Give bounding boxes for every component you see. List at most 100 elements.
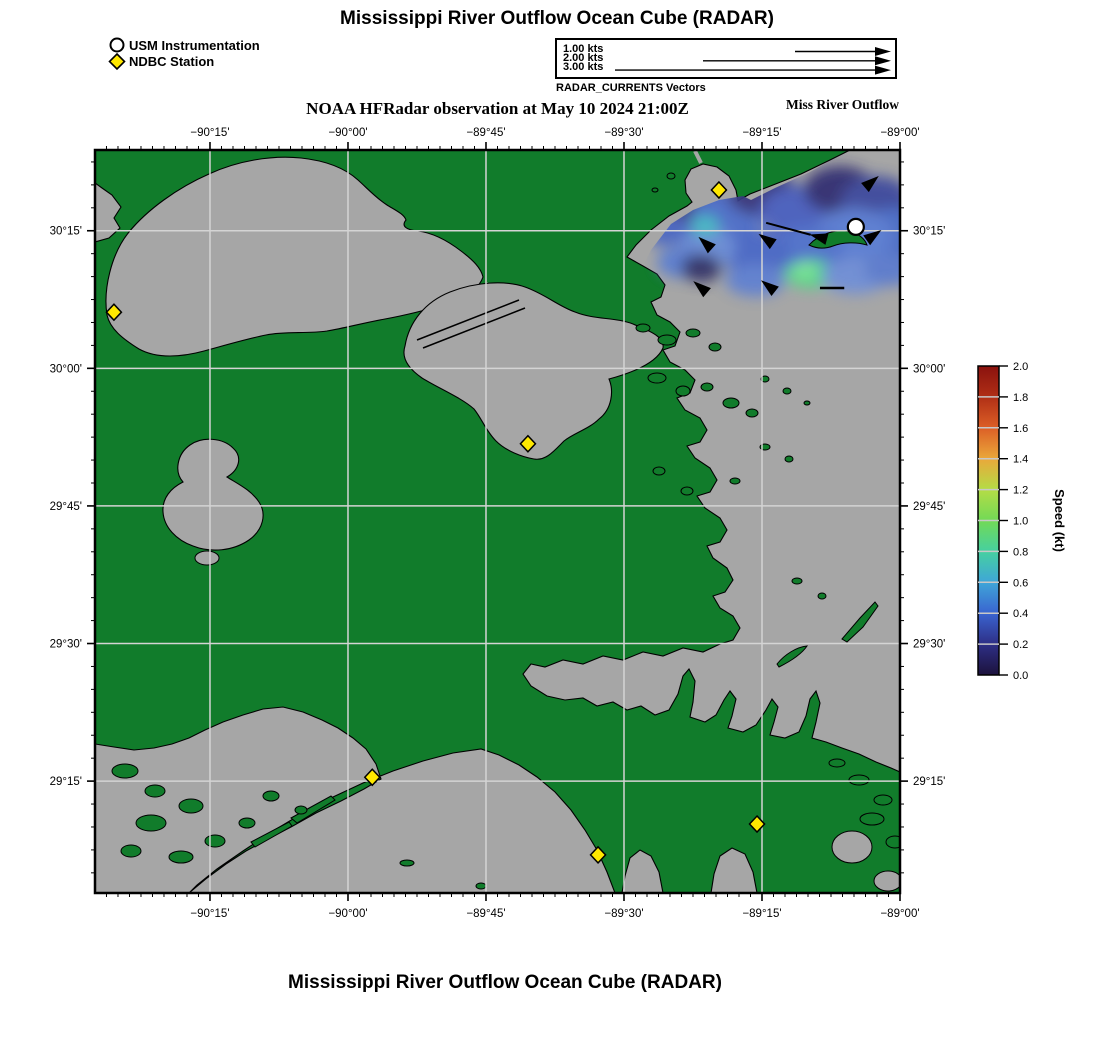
colorbar-label: Speed (kt) <box>1052 489 1067 552</box>
current-vector-arrow <box>693 281 711 298</box>
colorbar-tick-label: 0.6 <box>1013 577 1028 589</box>
axis-labels: −90°15' −90°15' −90°00' −90°00' −89°45' −89°4… <box>50 127 946 920</box>
x-axis-label-bottom: −90°15' <box>190 908 229 920</box>
marsh-island <box>791 577 803 585</box>
vector-scale-box: 1.00 kts 2.00 kts 3.00 kts <box>555 38 897 79</box>
marsh-island <box>399 859 415 867</box>
marsh-island <box>745 408 759 418</box>
colorbar-tick-label: 1.4 <box>1013 454 1028 466</box>
x-axis-label-bottom: −89°15' <box>742 908 781 920</box>
marsh-island <box>729 477 741 485</box>
vector-tail <box>765 221 811 236</box>
vector-arrowhead-icon <box>693 281 711 298</box>
vector-arrowhead-icon <box>863 229 882 246</box>
delta-bay <box>873 870 900 892</box>
delta-bay <box>831 830 873 864</box>
marsh-island <box>885 835 900 849</box>
x-axis-label-top: −90°00' <box>328 127 367 139</box>
marsh-island <box>675 385 691 397</box>
current-vector-arrow <box>760 280 779 297</box>
marsh-island <box>848 774 870 786</box>
marsh-island <box>685 328 701 338</box>
marsh-island <box>782 387 792 395</box>
y-axis-label-left: 29°30' <box>50 639 82 651</box>
barrier-island <box>841 601 879 643</box>
colorbar-tick-label: 0.4 <box>1013 608 1028 620</box>
x-axis-label-top: −89°00' <box>880 127 919 139</box>
marsh-island <box>135 814 167 832</box>
marsh-strip <box>250 821 293 848</box>
usm-circle-icon <box>109 37 125 53</box>
vector-arrowhead-icon <box>861 175 879 193</box>
bridge-line <box>416 299 520 341</box>
ndbc-station-marker <box>519 434 537 453</box>
marsh-island <box>647 372 667 384</box>
marsh-island <box>873 794 893 806</box>
marsh-island <box>651 187 659 193</box>
marsh-island <box>817 592 827 600</box>
marsh-island <box>475 882 487 890</box>
vector-scale-caption: RADAR_CURRENTS Vectors <box>556 82 706 94</box>
radar-blob <box>681 254 722 283</box>
vector-arrowhead-icon <box>760 280 779 297</box>
bridge-line <box>422 307 526 349</box>
colorbar-tick-label: 1.8 <box>1013 392 1028 404</box>
marsh-island <box>144 784 166 798</box>
axis-ticks <box>87 142 908 901</box>
scale-arrowhead-icon <box>875 47 891 56</box>
marsh-island <box>784 455 794 463</box>
marsh-island <box>803 400 811 406</box>
x-axis-label-bottom: −90°00' <box>328 908 367 920</box>
scale-arrows <box>615 47 891 75</box>
y-axis-label-left: 29°15' <box>50 776 82 788</box>
current-vector-arrow <box>863 229 882 246</box>
colorbar-tick-label: 2.0 <box>1013 361 1028 373</box>
marsh-island <box>828 758 846 768</box>
ndbc-diamond-icon <box>108 52 126 71</box>
marsh-island <box>708 342 722 352</box>
colorbar: 0.0 0.2 0.4 0.6 0.8 1.0 1.2 1.4 1.6 1.8 2.0 Speed … <box>977 361 1067 682</box>
marsh-island <box>120 844 142 858</box>
marsh-island <box>652 466 666 476</box>
current-vector-arrow <box>765 221 829 245</box>
scale-row-label: 1.00 kts <box>563 43 604 55</box>
y-axis-label-left: 30°00' <box>50 363 82 375</box>
ndbc-station-marker <box>105 303 123 322</box>
legend-usm-label: USM Instrumentation <box>129 38 260 53</box>
marsh-island <box>262 790 280 802</box>
subtitle: NOAA HFRadar observation at May 10 2024 … <box>306 99 689 118</box>
radar-blob <box>793 261 818 278</box>
lake-pontchartrain <box>105 156 484 357</box>
current-vector-arrow <box>861 175 879 193</box>
legend-symbols <box>108 37 126 71</box>
legend-ndbc-label: NDBC Station <box>129 54 215 69</box>
radar-blob <box>864 253 900 286</box>
map: −90°15' −90°15' −90°00' −90°00' −89°45' −89°4… <box>50 127 946 920</box>
radar-blob <box>691 215 720 236</box>
usm-station-marker <box>846 217 865 236</box>
x-axis-label-bottom: −89°45' <box>466 908 505 920</box>
scale-arrowhead-icon <box>875 65 891 75</box>
colorbar-tick-label: 1.2 <box>1013 485 1028 497</box>
radar-blob <box>725 264 786 297</box>
vector-arrowhead-icon <box>698 236 716 254</box>
colorbar-tick-label: 0.0 <box>1013 670 1028 682</box>
scale-row-label: 3.00 kts <box>563 61 604 73</box>
y-axis-label-right: 29°15' <box>913 776 945 788</box>
marsh-strip <box>290 795 336 824</box>
lake-borgne <box>403 282 664 460</box>
bottom-title: Mississippi River Outflow Ocean Cube (RA… <box>288 972 722 993</box>
x-axis-label-bottom: −89°00' <box>880 908 919 920</box>
marsh-island <box>294 805 308 815</box>
current-vector-arrow <box>758 233 777 250</box>
y-axis-label-left: 30°15' <box>50 226 82 238</box>
x-axis-label-bottom: −89°30' <box>604 908 643 920</box>
ndbc-station-marker <box>589 845 607 864</box>
marsh-island <box>700 382 714 392</box>
marsh-island <box>111 763 139 779</box>
y-axis-label-left: 29°45' <box>50 501 82 513</box>
marsh-island <box>666 172 676 180</box>
y-axis-label-right: 29°30' <box>913 639 945 651</box>
marsh-island <box>178 798 204 814</box>
